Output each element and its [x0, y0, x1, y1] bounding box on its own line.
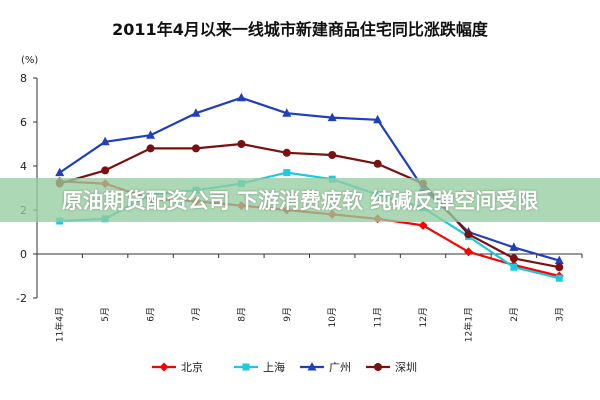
- data-point: [418, 220, 428, 230]
- data-point: [283, 169, 291, 177]
- legend-label: 深圳: [395, 361, 417, 374]
- x-tick-label: 2月: [509, 307, 520, 322]
- legend-swatch-marker: [242, 363, 250, 371]
- data-point: [236, 92, 246, 102]
- data-point: [328, 151, 337, 159]
- x-tick-label: 7月: [191, 307, 202, 322]
- legend-label: 广州: [329, 361, 351, 374]
- x-tick-label: 8月: [236, 307, 247, 322]
- data-point: [237, 140, 246, 148]
- x-tick-label: 3月: [554, 307, 565, 322]
- data-point: [327, 112, 337, 122]
- y-unit-label: (%): [21, 55, 38, 66]
- legend-swatch-marker: [374, 363, 382, 371]
- data-point: [463, 247, 473, 257]
- legend-item: 北京: [152, 360, 203, 374]
- x-tick-label: 10月: [327, 307, 338, 327]
- legend-label: 上海: [263, 360, 285, 374]
- series-line: [59, 142, 560, 269]
- data-point: [373, 159, 382, 168]
- x-tick-label: 11月: [373, 307, 384, 327]
- data-point: [101, 166, 110, 175]
- data-point: [100, 136, 110, 146]
- x-tick-label: 12年1月: [462, 307, 474, 342]
- watermark-banner: 原油期货配资公司 下游消费疲软 纯碱反弹空间受限: [0, 178, 600, 222]
- y-tick-label: 8: [20, 72, 27, 85]
- data-point: [509, 242, 519, 251]
- data-point: [55, 167, 65, 177]
- y-tick-label: 0: [20, 248, 27, 261]
- x-tick-label: 11年4月: [54, 307, 66, 342]
- y-tick-label: -2: [16, 292, 27, 305]
- y-tick-label: 6: [20, 116, 27, 129]
- legend-swatch-marker: [159, 362, 169, 372]
- data-point: [509, 254, 518, 263]
- legend-label: 北京: [181, 360, 203, 374]
- legend-item: 上海: [234, 360, 285, 374]
- data-point: [555, 274, 563, 282]
- x-tick-label: 6月: [146, 307, 157, 322]
- data-point: [282, 148, 291, 157]
- y-tick-label: 4: [20, 160, 27, 173]
- data-point: [191, 144, 200, 153]
- legend-swatch-marker: [307, 362, 317, 371]
- data-point: [191, 108, 201, 117]
- series-line: [59, 96, 560, 262]
- data-point: [555, 263, 564, 272]
- legend: 北京 上海 广州 深圳: [152, 360, 417, 374]
- data-point: [373, 114, 383, 124]
- x-tick-label: 12月: [418, 307, 429, 327]
- x-tick-label: 9月: [282, 307, 293, 322]
- data-point: [146, 144, 155, 153]
- data-point: [464, 230, 473, 239]
- legend-item: 深圳: [366, 361, 417, 374]
- data-point: [146, 130, 156, 139]
- watermark-text: 原油期货配资公司 下游消费疲软 纯碱反弹空间受限: [61, 189, 539, 213]
- x-tick-label: 5月: [100, 307, 111, 322]
- chart-title: 2011年4月以来一线城市新建商品住宅同比涨跌幅度: [112, 20, 489, 39]
- data-point: [282, 108, 292, 117]
- data-point: [510, 263, 518, 271]
- legend-item: 广州: [300, 361, 351, 374]
- data-point: [554, 255, 564, 265]
